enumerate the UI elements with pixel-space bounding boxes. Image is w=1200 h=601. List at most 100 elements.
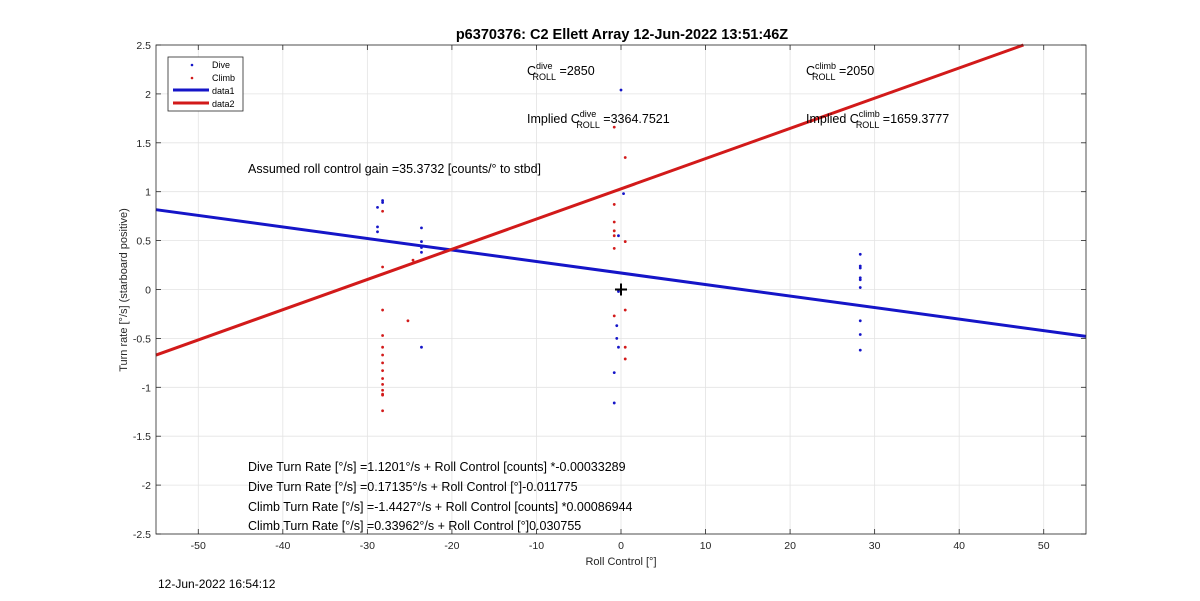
data-point-climb [406, 319, 410, 323]
climb-coeff-annotation: Cclimb ROLL =2050 [806, 61, 874, 82]
y-tick-label: -1 [142, 382, 151, 394]
y-ticks: -2.5 -2 -1.5 -1 -0.5 0 0.5 1 1.5 2 2.5 [133, 40, 1086, 541]
y-tick-label: -0.5 [133, 333, 151, 345]
data-point-dive [858, 278, 862, 282]
data-point-dive [420, 240, 423, 243]
y-tick-label: -2 [142, 480, 151, 492]
fit-line-4: Climb Turn Rate [°/s] =0.33962°/s + Roll… [248, 519, 581, 533]
data-point-climb [381, 392, 384, 396]
data-point-climb [612, 234, 616, 238]
data-point-dive [612, 401, 616, 405]
data-point-dive [617, 345, 620, 349]
data-point-climb [612, 314, 616, 318]
y-tick-label: 0 [145, 285, 151, 297]
data-point-dive [858, 252, 862, 256]
data-point-climb [381, 345, 384, 349]
data-point-climb [623, 156, 627, 159]
legend-marker-dive [190, 63, 194, 67]
data-point-climb [623, 357, 627, 361]
data-points [376, 88, 862, 413]
data-point-climb [623, 345, 627, 349]
legend-marker-climb [190, 76, 194, 80]
data-point-dive [381, 201, 384, 204]
data-point-climb [623, 240, 627, 243]
data-point-dive [622, 192, 625, 196]
data-point-dive [858, 319, 862, 323]
y-tick-label: -2.5 [133, 529, 151, 541]
data-point-dive [619, 88, 623, 92]
gain-note: Assumed roll control gain =35.3732 [coun… [248, 162, 541, 176]
x-ticks: -50 -40 -30 -20 -10 0 10 20 30 40 50 [191, 45, 1050, 552]
data-point-climb [381, 353, 384, 357]
legend: Dive Climb data1 data2 [167, 56, 244, 112]
legend-label-data1: data1 [212, 86, 235, 96]
data-point-dive [858, 276, 862, 280]
data-point-dive [858, 266, 862, 270]
implied-dive-annotation: Implied Cdive ROLL =3364.7521 [527, 109, 670, 130]
legend-label-climb: Climb [212, 73, 235, 83]
data-point-climb [381, 388, 384, 392]
y-tick-label: 1 [145, 187, 151, 199]
data-point-climb [381, 334, 384, 337]
data-point-climb [612, 125, 616, 129]
data-point-dive [617, 290, 620, 293]
data-point-dive [615, 337, 619, 340]
data-point-climb [381, 377, 384, 380]
data-point-climb [612, 220, 616, 224]
x-tick-label: 20 [784, 540, 796, 552]
x-tick-label: -10 [529, 540, 544, 552]
y-tick-label: 1.5 [136, 138, 151, 150]
y-tick-label: 0.5 [136, 236, 151, 248]
y-tick-label: -1.5 [133, 431, 151, 443]
y-tick-label: 2 [145, 89, 151, 101]
data-point-dive [376, 230, 379, 234]
series-line-data1 [155, 208, 1087, 338]
x-tick-label: 0 [618, 540, 624, 552]
data-point-climb [381, 409, 384, 413]
x-tick-label: -30 [360, 540, 375, 552]
data-point-climb [612, 203, 616, 206]
x-axis-label: Roll Control [°] [585, 556, 656, 568]
data-point-dive [376, 225, 379, 229]
data-point-climb [381, 361, 384, 365]
data-point-climb [623, 308, 627, 312]
data-point-dive [420, 345, 423, 349]
data-point-dive [612, 371, 616, 375]
series-line-data2 [155, 43, 1024, 357]
data-point-climb [612, 229, 616, 233]
data-point-dive [420, 246, 423, 249]
y-axis-label: Turn rate [°/s] (starboard positive) [118, 208, 130, 372]
data-point-dive [420, 250, 423, 254]
x-tick-label: -20 [444, 540, 459, 552]
data-point-dive [858, 348, 862, 352]
data-point-climb [411, 258, 415, 262]
data-point-climb [612, 247, 616, 250]
x-tick-label: -40 [275, 540, 290, 552]
x-tick-label: 40 [953, 540, 965, 552]
implied-climb-annotation: Implied Cclimb ROLL =1659.3777 [806, 109, 949, 130]
dive-coeff-annotation: Cdive ROLL =2850 [527, 61, 595, 82]
fit-line-1: Dive Turn Rate [°/s] =1.1201°/s + Roll C… [248, 460, 626, 474]
data-point-dive [615, 324, 619, 328]
fit-line-3: Climb Turn Rate [°/s] =-1.4427°/s + Roll… [248, 500, 633, 514]
x-tick-label: -50 [191, 540, 206, 552]
legend-label-data2: data2 [212, 99, 235, 109]
data-point-climb [381, 265, 384, 269]
data-point-dive [617, 234, 620, 238]
data-point-dive [381, 199, 384, 202]
x-tick-label: 30 [869, 540, 881, 552]
data-point-dive [858, 333, 862, 336]
data-point-dive [420, 226, 423, 230]
data-point-dive [376, 205, 379, 209]
data-point-dive [858, 264, 862, 268]
data-point-climb [381, 369, 384, 373]
x-tick-label: 10 [700, 540, 712, 552]
data-point-climb [381, 209, 384, 213]
legend-label-dive: Dive [212, 60, 230, 70]
fit-lines [155, 43, 1087, 357]
data-point-climb [381, 308, 384, 312]
x-tick-label: 50 [1038, 540, 1050, 552]
data-point-climb [381, 382, 384, 386]
data-point-dive [858, 286, 862, 289]
